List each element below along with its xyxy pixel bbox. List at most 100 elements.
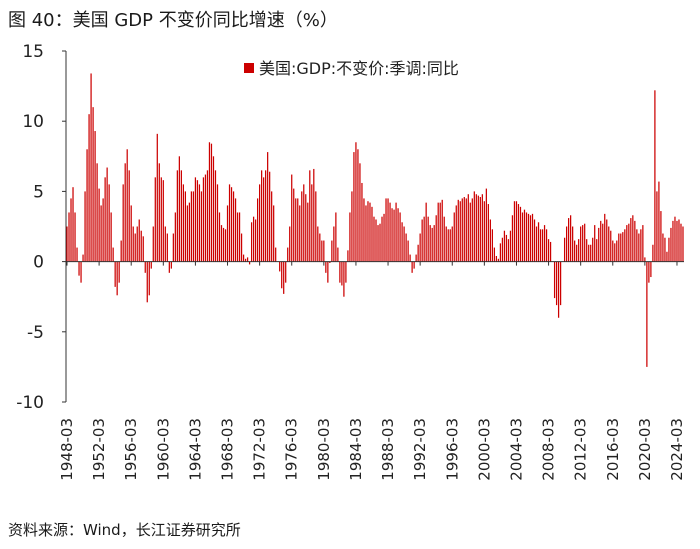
bar [650, 261, 652, 278]
bar [648, 261, 650, 283]
bar [327, 261, 329, 283]
bar [670, 227, 672, 262]
bar [355, 142, 357, 262]
legend-swatch [244, 63, 254, 73]
bar [98, 188, 100, 262]
bar [331, 240, 333, 262]
bar [397, 208, 399, 262]
bar [305, 194, 307, 262]
bar [511, 215, 514, 262]
bar [190, 191, 193, 262]
bar [566, 226, 568, 262]
bar [644, 257, 646, 262]
bar [124, 163, 126, 262]
bar [194, 177, 197, 262]
bar [381, 216, 383, 262]
bar [267, 152, 269, 262]
x-tick-label: 2016-03 [604, 418, 622, 481]
bar [638, 233, 640, 262]
bar [413, 261, 415, 269]
bar [180, 170, 182, 262]
bar [84, 191, 86, 262]
bar [154, 177, 156, 262]
bar [319, 233, 321, 262]
bar [614, 243, 616, 262]
bar [196, 180, 199, 262]
bar [485, 188, 487, 262]
bar [463, 197, 465, 262]
bar [570, 215, 572, 262]
bar [521, 212, 524, 262]
bar [457, 199, 459, 262]
bar [461, 198, 463, 262]
bar [146, 261, 148, 303]
bar [549, 241, 552, 262]
bar [656, 191, 658, 262]
bar [315, 191, 317, 262]
bar [275, 247, 277, 262]
bar [373, 216, 375, 262]
bar [116, 261, 118, 296]
bar [586, 239, 588, 262]
bar [182, 184, 184, 262]
bar [582, 225, 584, 262]
bar [622, 232, 624, 262]
bar [329, 261, 331, 263]
bar [110, 212, 112, 262]
bar [136, 226, 138, 262]
bar [588, 244, 590, 262]
bar [224, 229, 227, 262]
bar [666, 251, 668, 262]
bar [365, 205, 367, 262]
bar [156, 133, 158, 262]
bar [357, 149, 359, 262]
bar [168, 261, 170, 273]
bar [407, 240, 409, 262]
bar [333, 226, 335, 262]
x-tick-label: 1976-03 [283, 418, 301, 481]
bar [519, 206, 522, 262]
bar [507, 239, 510, 262]
bar [347, 250, 349, 262]
x-tick-label: 1984-03 [347, 418, 365, 481]
bar [301, 191, 303, 262]
bar [311, 184, 313, 262]
bar [592, 237, 594, 262]
bar [411, 261, 413, 273]
bar [289, 226, 291, 262]
bar [130, 205, 132, 262]
bar [415, 254, 417, 262]
bar [200, 191, 203, 262]
bar [535, 226, 538, 262]
bar [104, 177, 106, 262]
bar [495, 255, 498, 262]
bar [140, 230, 142, 262]
bar [244, 258, 247, 262]
bar [668, 237, 670, 262]
bar [598, 227, 600, 262]
bar [654, 90, 656, 262]
bar [680, 223, 682, 262]
bar [489, 219, 491, 262]
bar [164, 226, 166, 262]
bar [232, 191, 235, 262]
bar [271, 191, 273, 262]
bar [612, 240, 614, 262]
x-tick-label: 1948-03 [58, 418, 76, 481]
bar [303, 184, 305, 262]
bar [383, 213, 385, 262]
x-tick-label: 2012-03 [572, 418, 590, 481]
bar [399, 212, 401, 262]
bar [660, 211, 662, 262]
x-tick-label: 1980-03 [315, 418, 333, 481]
bar [624, 229, 626, 262]
bar [144, 261, 146, 273]
bar [441, 199, 443, 262]
bar [120, 240, 122, 262]
bar [473, 191, 475, 262]
bar [138, 219, 140, 262]
bar [391, 208, 393, 262]
bar [505, 234, 508, 262]
bar [216, 184, 219, 262]
